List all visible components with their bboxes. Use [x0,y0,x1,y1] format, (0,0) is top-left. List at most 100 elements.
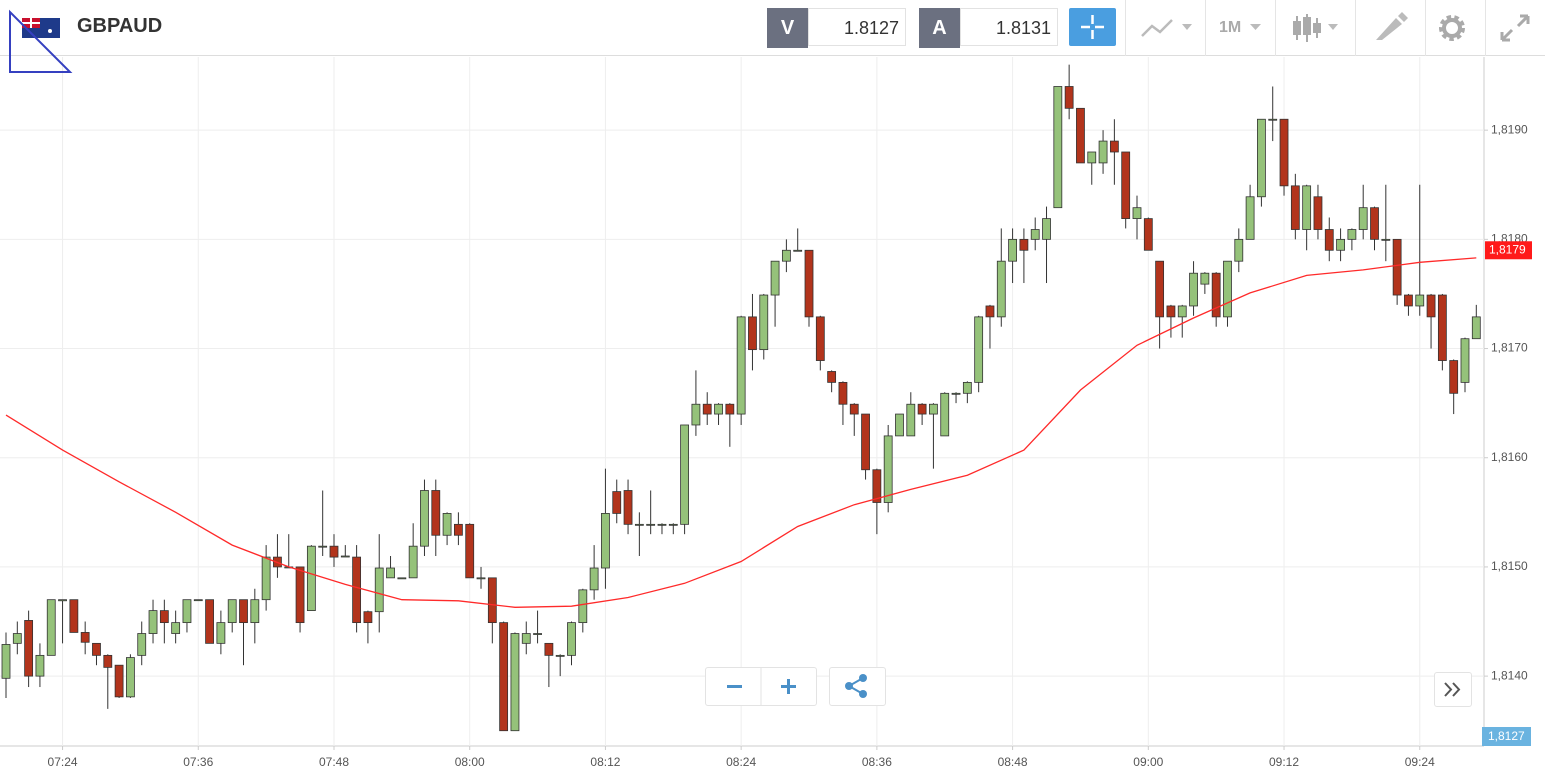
buy-price[interactable]: 1.8131 [960,8,1058,46]
candle-body [1166,305,1176,318]
candle-body [770,260,780,296]
candle-body [1019,238,1029,251]
x-tick-label: 07:48 [319,755,349,769]
candle-body [295,566,305,624]
candle-body [962,381,972,394]
chevron-icon [1444,682,1461,697]
candle-body [476,577,486,580]
candle-body [442,513,452,536]
candle-body [793,249,803,252]
candle-body [80,632,90,643]
candle-body [159,610,169,624]
candle-body [827,371,837,383]
indicator-button[interactable] [1138,0,1198,56]
dropdown-arrow [1250,24,1261,30]
candle-body [1234,238,1244,262]
candle-body [781,249,791,262]
fullscreen-button[interactable] [1498,0,1538,56]
chart-type-button[interactable] [1290,0,1350,56]
candle-body [974,316,984,383]
flag-icon [9,9,73,73]
timeframe[interactable]: 1M [1219,19,1242,36]
share-icon [845,674,867,698]
divider [1485,0,1486,56]
candle-body [306,545,316,612]
moving-average-line [5,257,1477,608]
x-tick-label: 08:24 [726,755,756,769]
candle-body [996,260,1006,318]
candle-body [634,523,644,526]
candle-body [1358,207,1368,230]
candle-body [861,413,870,471]
x-tick-label: 09:00 [1133,755,1163,769]
candle-body [1268,118,1278,121]
candle-body [1257,118,1266,198]
candle-body [1076,107,1085,164]
candle-body [838,381,848,405]
sell-price[interactable]: 1.8127 [808,8,906,46]
candle-body [1279,118,1289,187]
candle-body [1121,151,1131,220]
candle-body [182,599,192,624]
candle-body [1370,207,1379,240]
candle-body [1290,185,1300,230]
x-tick-label: 07:24 [48,755,78,769]
divider [1355,0,1356,56]
candle-body [352,556,362,624]
settings-button[interactable] [1434,0,1474,56]
candle-body [1313,196,1323,230]
candle-body [1211,272,1221,318]
candle-body [895,413,904,437]
divider [1425,0,1426,56]
candle-body [465,523,475,579]
candle-body [612,491,622,514]
candle-body [397,577,407,580]
candle-body [1189,272,1198,307]
candle-body [1437,294,1447,361]
x-tick-label: 07:36 [183,755,213,769]
zoom-icons [727,668,796,705]
buy-label[interactable]: A [919,8,960,48]
candle-body [1471,316,1481,340]
candle-body [103,654,113,668]
x-tick-label: 08:48 [998,755,1028,769]
candle-body [453,523,463,536]
candle-body [340,555,350,558]
candle-body [193,599,203,602]
share-button[interactable] [829,667,886,706]
candle-body [239,599,248,624]
candle-body [46,599,56,656]
candle-body [1030,229,1040,240]
candle-body [555,654,565,657]
draw-button[interactable] [1372,0,1412,56]
candle-body [1415,294,1425,307]
bottom-price-label: 1,8127 [1488,729,1525,743]
candle-body [92,642,101,656]
candle-body [1200,272,1210,285]
candle-body [1143,218,1153,251]
y-tick-label: 1,8170 [1491,341,1528,355]
sell-label[interactable]: V [767,8,808,48]
candle-body [691,403,701,426]
crosshair-button[interactable] [1069,8,1116,46]
candle-body [205,599,214,644]
candle-body [35,654,45,677]
x-tick-label: 09:24 [1405,755,1435,769]
candle-body [250,599,260,624]
candle-body [1053,86,1063,209]
candle-body [148,610,158,634]
candle-body [69,599,79,633]
candle-body [24,620,34,677]
candle-body [126,657,135,698]
candle-body [1324,229,1334,251]
candle-body [171,622,181,634]
candle-body [940,392,950,437]
candle-body [929,403,938,415]
candle-body [680,424,689,525]
candle-body [714,403,723,415]
candle-body [1302,185,1312,230]
y-tick-label: 1,8150 [1491,559,1528,573]
scroll-right-button[interactable] [1434,672,1472,707]
candle-body [261,556,271,601]
